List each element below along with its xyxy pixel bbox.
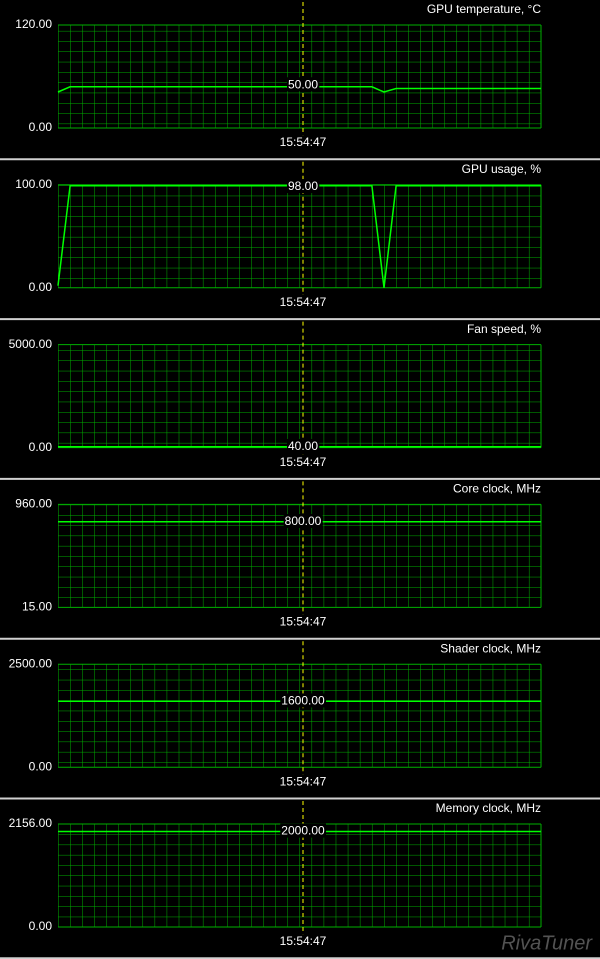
panel-title: Memory clock, MHz [436, 801, 541, 815]
y-tick-label: 120.00 [15, 17, 52, 31]
panel-title: Fan speed, % [467, 322, 541, 336]
cursor-label-bg [286, 77, 320, 92]
cursor-time-label: 15:54:47 [280, 135, 327, 149]
cursor-time-label: 15:54:47 [280, 934, 327, 948]
y-tick-label: 5000.00 [9, 337, 53, 351]
panel-title: Shader clock, MHz [440, 641, 541, 655]
cursor-value-label: 2000.00 [281, 824, 325, 838]
time-label-bg [278, 454, 328, 469]
panel: 0.00 2156.00 Memory clock, MHz 2000.00 15:54… [0, 801, 600, 959]
cursor-label-bg [280, 693, 327, 708]
y-tick-label: 15.00 [22, 600, 52, 614]
cursor-value-label: 50.00 [288, 77, 318, 91]
grid-background [58, 184, 541, 288]
watermark: RivaTuner [501, 932, 593, 954]
y-tick-label: 0.00 [29, 120, 53, 134]
y-tick-label: 2156.00 [9, 816, 53, 830]
cursor-value-label: 98.00 [288, 179, 318, 193]
y-tick-label: 0.00 [29, 759, 53, 773]
panel: 0.00 120.00 GPU temperature, °C 50.00 15:54:… [0, 2, 600, 161]
y-tick-label: 2500.00 [9, 656, 53, 670]
time-label-bg [278, 774, 328, 789]
cursor-label-bg [283, 514, 323, 529]
grid-background [58, 344, 541, 448]
cursor-value-label: 1600.00 [281, 693, 325, 707]
panel: 0.00 5000.00 Fan speed, % 40.00 15:54:47 [0, 321, 600, 480]
cursor-value-label: 40.00 [288, 439, 318, 453]
time-label-bg [278, 934, 328, 949]
panel: 0.00 100.00 GPU usage, % 98.00 15:54:47 [0, 161, 600, 321]
panel-title: GPU temperature, °C [427, 2, 542, 16]
cursor-value-label: 800.00 [285, 514, 322, 528]
panel-title: Core clock, MHz [453, 482, 541, 496]
cursor-time-label: 15:54:47 [280, 295, 327, 309]
y-tick-label: 100.00 [15, 177, 52, 191]
time-label-bg [278, 614, 328, 629]
cursor-label-bg [280, 823, 327, 838]
y-tick-label: 0.00 [29, 440, 53, 454]
time-label-bg [278, 135, 328, 150]
cursor-label-bg [286, 438, 320, 453]
cursor-time-label: 15:54:47 [280, 774, 327, 788]
y-tick-label: 0.00 [29, 919, 53, 933]
cursor-label-bg [286, 179, 320, 194]
panel: 15.00 960.00 Core clock, MHz 800.00 15:54:47 [0, 481, 600, 640]
y-tick-label: 0.00 [29, 280, 53, 294]
y-tick-label: 960.00 [15, 497, 52, 511]
cursor-time-label: 15:54:47 [280, 455, 327, 469]
time-label-bg [278, 294, 328, 309]
cursor-time-label: 15:54:47 [280, 615, 327, 629]
grid-background [58, 25, 541, 128]
grid-background [58, 664, 541, 768]
panel: 0.00 2500.00 Shader clock, MHz 1600.00 15:54… [0, 641, 600, 800]
grid-background [58, 824, 541, 927]
panel-title: GPU usage, % [462, 162, 542, 176]
